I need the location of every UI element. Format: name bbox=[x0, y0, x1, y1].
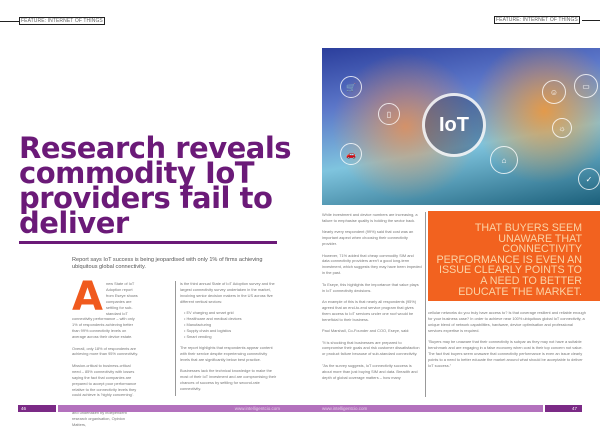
bulb-icon: ☼ bbox=[552, 118, 572, 138]
iot-label: IoT bbox=[439, 113, 469, 136]
list-item: Manufacturing bbox=[184, 322, 277, 328]
phone-icon: ▯ bbox=[378, 103, 400, 125]
footer-bar-left: www.intelligentcio.com bbox=[58, 405, 300, 412]
pull-quote: THAT BUYERS SEEM UNAWARE THAT CONNECTIVI… bbox=[428, 211, 600, 301]
paragraph: "It is shocking that businesses are prep… bbox=[322, 339, 420, 357]
headline-rule bbox=[19, 241, 277, 244]
page-number-right: 47 bbox=[545, 405, 582, 412]
car-icon: 🚗 bbox=[340, 143, 362, 165]
drop-cap: A bbox=[72, 274, 103, 320]
footer-bar-right: www.intelligentcio.com bbox=[300, 405, 543, 412]
list-item: Smart vending bbox=[184, 334, 277, 340]
paragraph: "As the survey suggests, IoT connectivit… bbox=[322, 362, 418, 380]
list-item: EV charging and smart grid bbox=[184, 310, 277, 316]
right-column-1: While investment and device numbers are … bbox=[322, 212, 422, 386]
paragraph: Businesses lack the technical knowledge … bbox=[180, 368, 277, 392]
column-divider bbox=[175, 281, 176, 396]
monitor-icon: ▭ bbox=[574, 74, 598, 98]
paragraph: The report highlights that respondents a… bbox=[180, 345, 273, 362]
section-tag-right: FEATURE: INTERNET OF THINGS bbox=[494, 16, 580, 24]
footer-url[interactable]: www.intelligentcio.com bbox=[234, 406, 280, 411]
check-gear-icon: ✓ bbox=[578, 168, 600, 190]
headline: Research reveals commodity IoT providers… bbox=[19, 131, 292, 240]
paragraph: Mission-critical to business-critical ne… bbox=[72, 362, 137, 398]
list-item: Supply chain and logistics bbox=[184, 328, 277, 334]
standfirst: Report says IoT success is being jeopard… bbox=[72, 257, 263, 270]
paragraph: Nearly every respondent (99%) said that … bbox=[322, 229, 414, 247]
column-divider bbox=[425, 212, 426, 397]
footer-url[interactable]: www.intelligentcio.com bbox=[322, 406, 368, 411]
paragraph: "Buyers may be unaware that their connec… bbox=[428, 339, 583, 368]
people-icon: ☺ bbox=[542, 80, 566, 104]
paragraph: An example of this is that nearly all re… bbox=[322, 298, 417, 322]
tag-rule-right bbox=[582, 20, 600, 21]
paragraph: However, 71% added that cheap commodity … bbox=[322, 252, 422, 276]
right-column-2: cellular networks do you truly have acce… bbox=[428, 310, 588, 374]
cart-icon: 🛒 bbox=[340, 76, 362, 98]
paragraph: cellular networks do you truly have acce… bbox=[428, 310, 586, 333]
section-tag-left: FEATURE: INTERNET OF THINGS bbox=[19, 17, 105, 25]
list-item: Healthcare and medical devices bbox=[184, 316, 277, 322]
paragraph: new State of IoT Adoption report from Es… bbox=[72, 281, 138, 340]
left-column-2: is the third annual State of IoT Adoptio… bbox=[180, 281, 277, 398]
iot-circle-icon: IoT bbox=[422, 93, 486, 157]
paragraph: Overall, only 18% of respondents are ach… bbox=[72, 345, 139, 357]
paragraph: Paul Marshall, Co-Founder and COO, Eseye… bbox=[322, 328, 410, 334]
page-number-left: 46 bbox=[18, 405, 56, 412]
house-icon: ⌂ bbox=[490, 146, 518, 174]
sector-list: EV charging and smart grid Healthcare an… bbox=[180, 310, 277, 340]
iot-hero-image: IoT 🛒 ▯ 🚗 ⌂ ☺ ▭ ☼ ✓ bbox=[322, 48, 600, 205]
paragraph: While investment and device numbers are … bbox=[322, 212, 418, 223]
tag-rule-left bbox=[0, 21, 19, 22]
paragraph: To Eseye, this highlights the importance… bbox=[322, 281, 419, 293]
paragraph: is the third annual State of IoT Adoptio… bbox=[180, 281, 275, 304]
